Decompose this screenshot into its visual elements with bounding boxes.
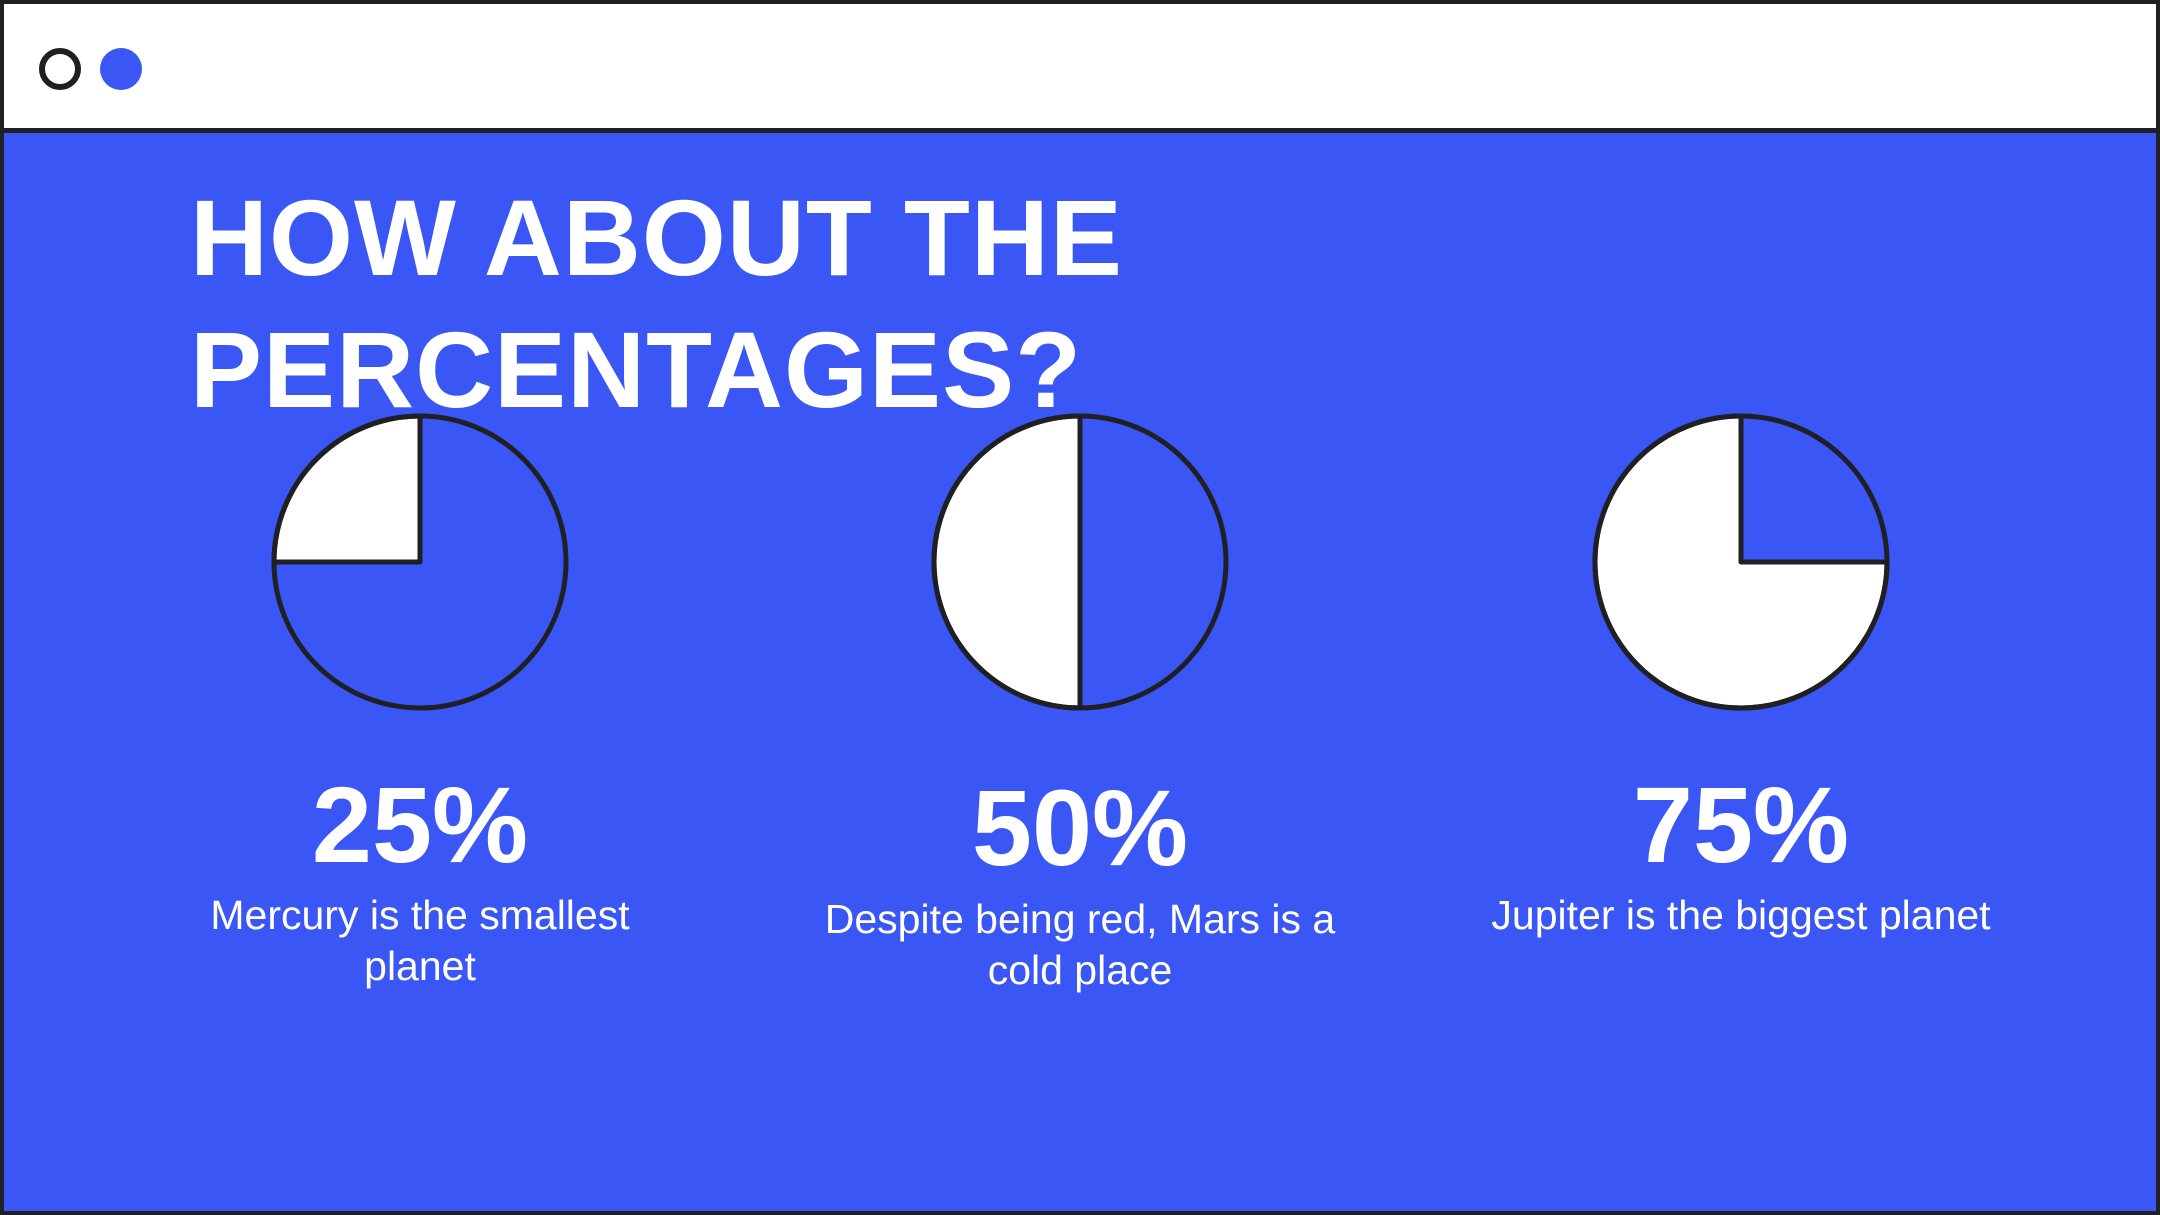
slide-title: HOW ABOUT THE PERCENTAGES? (190, 172, 1123, 436)
window-titlebar (4, 4, 2156, 133)
window-control-filled-circle-icon[interactable] (100, 48, 142, 90)
percentage-label-mercury: 25% (311, 764, 529, 885)
description-mars: Despite being red, Mars is a cold place (824, 896, 1336, 993)
window-control-outline-circle-icon[interactable] (39, 48, 81, 90)
description-mercury: Mercury is the smallest planet (210, 892, 630, 989)
percentage-label-jupiter: 75% (1632, 764, 1850, 885)
slide-title-line-1: HOW ABOUT THE (190, 177, 1123, 298)
percentage-label-mars: 50% (971, 767, 1189, 888)
description-jupiter: Jupiter is the biggest planet (1491, 892, 1991, 938)
slide-title-line-2: PERCENTAGES? (190, 309, 1083, 430)
